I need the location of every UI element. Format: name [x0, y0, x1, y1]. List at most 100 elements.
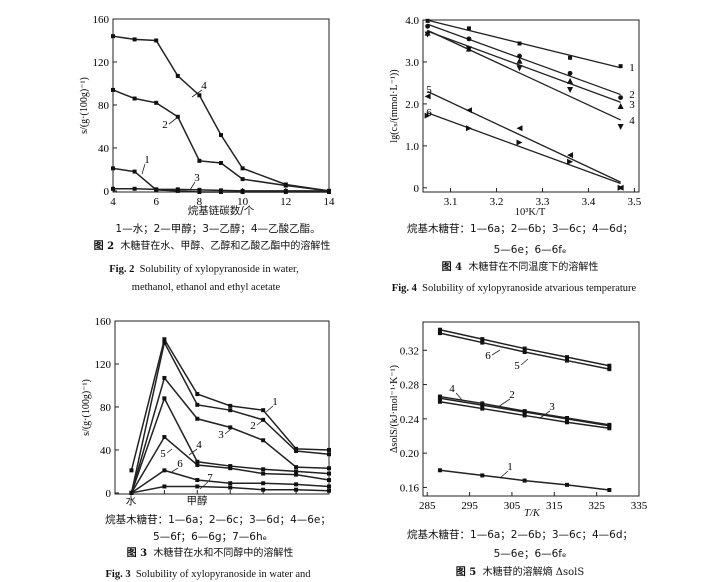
fig3-point: [327, 478, 331, 483]
fig4-ylabel: lg(cₛ/(mmol·L⁻¹)): [389, 69, 400, 142]
fig3-point: [261, 481, 266, 486]
fig2-caption-cn: 图 2 木糖苷在水、甲醇、乙醇和乙酸乙酯中的溶解性: [94, 240, 331, 253]
fig4-series-label-3: 3: [629, 99, 635, 111]
fig5-point: [565, 355, 569, 360]
fig2-point: [111, 34, 115, 39]
fig5-point: [522, 350, 527, 354]
fig2-series-label-4: 4: [201, 80, 207, 92]
fig2-point: [219, 188, 223, 193]
fig4-xtick-label: 3.5: [628, 196, 642, 208]
fig2-ytick-label: 160: [93, 14, 110, 26]
fig5-ytick-label: 0.20: [400, 448, 420, 460]
fig4-point: [567, 158, 574, 165]
fig2-point: [219, 160, 223, 165]
fig3-label-leader: [169, 467, 179, 474]
fig4-num-cn: 图 4: [441, 262, 463, 273]
fig2-series-label-1: 1: [144, 154, 150, 166]
fig4-point: [466, 26, 471, 31]
fig5-point: [607, 367, 612, 372]
fig2-caption-en-2: methanol, ethanol and ethyl acetate: [131, 282, 281, 293]
fig2-series-label-3: 3: [194, 172, 200, 184]
fig5-point: [480, 406, 485, 411]
fig3-title-cn: 木糖苷在水和不同醇中的溶解性: [153, 548, 294, 559]
fig2-point: [132, 37, 137, 42]
fig2-point: [111, 166, 115, 171]
fig4-point: [516, 139, 523, 146]
fig3-point: [162, 375, 167, 380]
fig5-xtick-label: 325: [588, 500, 605, 512]
fig5-series-label-4: 4: [449, 383, 455, 395]
fig2-point: [197, 190, 202, 194]
fig5-label-leader: [455, 392, 463, 401]
fig3-point: [162, 396, 167, 401]
fig5-xtick-label: 335: [631, 500, 648, 512]
fig2-series-line-2: [112, 89, 330, 192]
fig5-point: [437, 327, 442, 332]
fig2-frame: [112, 18, 330, 193]
fig3-point: [228, 425, 233, 430]
fig2-point: [175, 73, 180, 78]
fig4-legend-1: 烷基木糖苷：1—6a；2—6b；3—6c；4—6d；: [407, 223, 633, 235]
fig3-point: [294, 472, 299, 477]
fig5-point: [565, 482, 569, 487]
fig3-point: [261, 438, 266, 443]
fig3-ytick-label: 0: [106, 488, 112, 500]
fig5-point: [565, 358, 569, 363]
fig4-fit-line-4: [427, 29, 621, 121]
fig2-ytick-label: 80: [98, 100, 110, 112]
fig3-point: [327, 488, 331, 493]
fig2-point: [111, 87, 115, 92]
fig2-xtick-label: 10: [237, 196, 249, 208]
fig3-point: [261, 467, 266, 472]
fig3-label-leader: [188, 448, 198, 456]
fig3-series-label-4: 4: [196, 439, 202, 451]
fig4-point: [466, 36, 472, 42]
fig3-point: [261, 471, 266, 476]
fig3-point: [327, 471, 331, 476]
fig5-num-cn: 图 5: [455, 567, 477, 578]
fig2-xtick-label: 8: [197, 196, 203, 208]
fig5-point: [437, 331, 442, 336]
fig4-series-label-2: 2: [629, 89, 635, 101]
fig3-ytick-label: 40: [100, 445, 112, 457]
fig5-frame: [422, 321, 640, 497]
fig5-point: [480, 340, 485, 345]
fig5-point: [607, 422, 612, 427]
fig3-series-label-3: 3: [218, 429, 224, 441]
fig2-ytick-label: 0: [104, 186, 110, 198]
fig2-point: [283, 188, 288, 193]
fig2-point: [132, 186, 137, 191]
fig4-point: [567, 152, 574, 159]
fig4-point: [465, 107, 472, 114]
fig4-point: [465, 46, 472, 53]
fig2-series-label-2: 2: [162, 119, 168, 131]
fig3-ylabel: s/(g·(100g)⁻¹): [81, 379, 92, 436]
fig3-point: [129, 490, 134, 495]
fig5-point: [437, 399, 442, 404]
fig3-point: [195, 478, 200, 483]
fig5-point: [437, 394, 442, 399]
fig3-point: [294, 487, 299, 492]
fig2-xtick-label: 4: [110, 196, 116, 208]
fig4-ytick-label: 3.0: [405, 57, 419, 69]
fig2-xlabel: 烷基链碳数/个: [187, 205, 255, 217]
fig2-point: [132, 96, 137, 101]
fig5-point: [522, 413, 527, 418]
fig5-caption-cn: 图 5 木糖苷的溶解熵 ΔsolS: [456, 566, 584, 579]
fig4-point: [618, 64, 623, 69]
fig2-ytick-label: 40: [98, 143, 110, 155]
fig5-ytick-label: 0.32: [400, 345, 419, 357]
fig4-point: [517, 41, 522, 46]
fig3-num-en: Fig. 3: [105, 569, 131, 580]
fig3-category-methanol: 甲醇: [186, 495, 208, 507]
fig4-num-en: Fig. 4: [391, 283, 417, 294]
fig3-series-label-7: 7: [207, 472, 213, 484]
fig4-xtick-label: 3.3: [536, 196, 550, 208]
fig3-label-leader: [199, 481, 209, 490]
fig4-point: [617, 103, 624, 109]
fig4-fit-line-5: [427, 90, 621, 183]
fig4-point: [424, 31, 431, 38]
fig5-label-leader: [497, 398, 511, 408]
fig3-point: [228, 464, 233, 469]
fig3-series-label-1: 1: [272, 396, 278, 408]
